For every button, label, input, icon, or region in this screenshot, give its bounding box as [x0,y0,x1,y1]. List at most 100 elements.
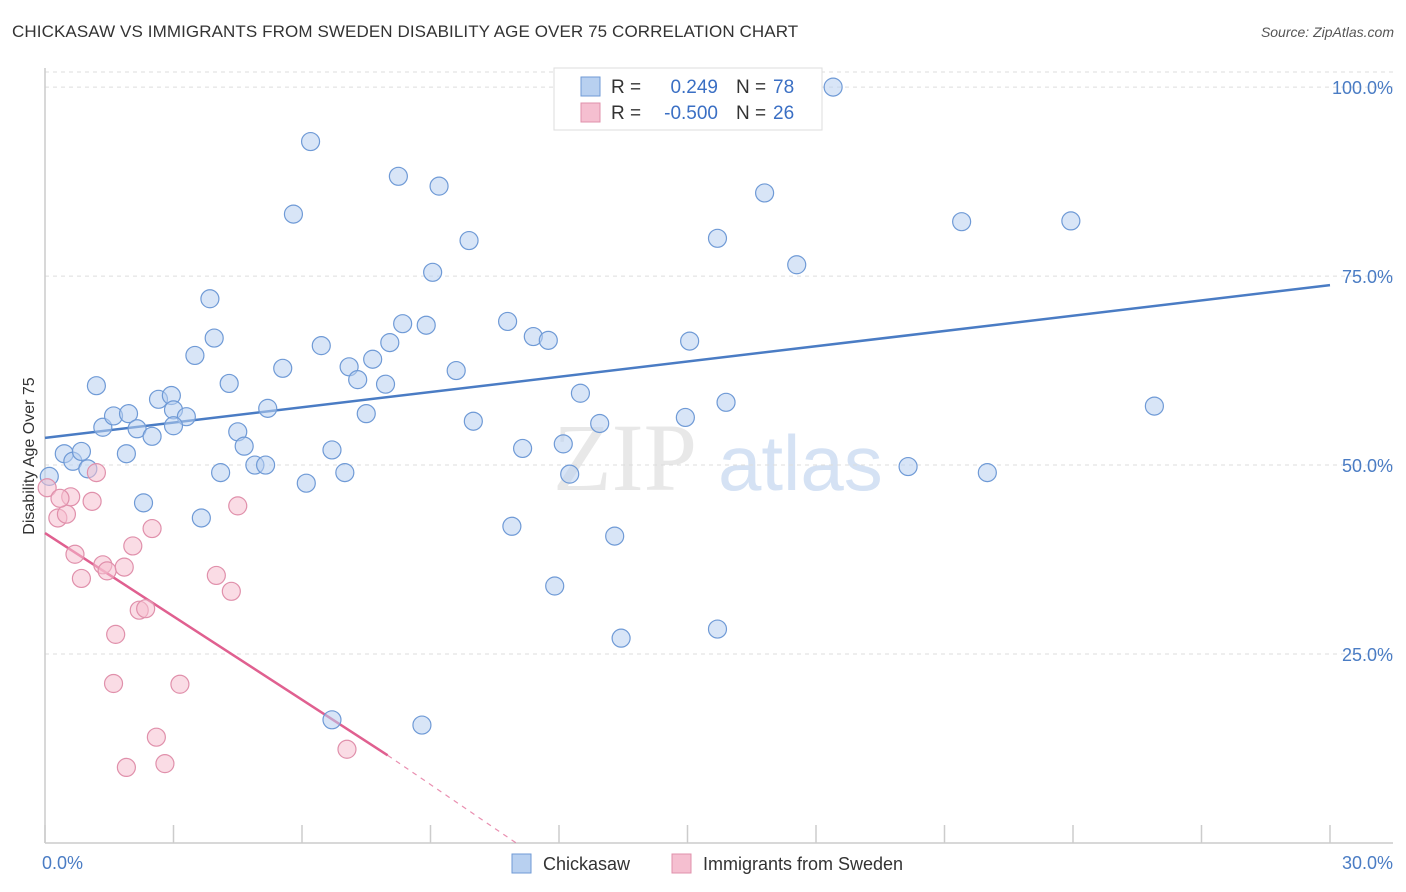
chickasaw-point-27 [258,398,278,418]
sweden-point-0 [37,478,57,498]
legend-r-value-1: 0.249 [670,77,718,98]
chickasaw-point-44 [416,315,436,335]
y-axis-label: Disability Age Over 75 [21,377,38,535]
y-tick-labels: 25.0% 50.0% 75.0% 100.0% [1332,78,1393,665]
chickasaw-point-61 [611,628,631,648]
chart-title: CHICKASAW VS IMMIGRANTS FROM SWEDEN DISA… [12,22,799,41]
chickasaw-point-11 [133,493,154,513]
sweden-point-25 [50,488,70,508]
sweden-point-21 [206,565,226,586]
chickasaw-point-52 [512,438,533,459]
sweden-point-14 [123,536,143,556]
legend-r-value-2: -0.500 [664,103,718,124]
chickasaw-point-34 [335,463,355,483]
chickasaw-point-39 [375,374,396,394]
y-tick-label-100: 100.0% [1332,78,1393,98]
chickasaw-point-73 [1061,211,1081,231]
chickasaw-point-22 [219,373,239,394]
y-tick-label-25: 25.0% [1342,645,1393,665]
watermark-atlas: atlas [718,419,883,507]
trend-line-dashed-1 [387,754,517,844]
sweden-point-17 [142,518,162,539]
chickasaw-point-57 [560,464,580,484]
chickasaw-point-70 [898,456,918,477]
chickasaw-point-55 [545,576,565,596]
sweden-point-20 [170,674,190,694]
sweden-point-10 [103,673,124,694]
chickasaw-point-58 [570,383,591,403]
chickasaw-point-60 [605,526,625,546]
chickasaw-point-40 [380,333,400,353]
sweden-point-12 [114,557,134,577]
sweden-point-13 [116,757,136,778]
chickasaw-point-59 [590,413,610,434]
legend-swatch-blue [580,76,601,97]
series-legend: Chickasaw Immigrants from Sweden [511,853,903,874]
sweden-point-5 [71,568,92,589]
legend-sweden-label: Immigrants from Sweden [703,854,903,874]
legend-n-value-1: 78 [773,77,794,98]
chickasaw-point-42 [393,314,413,334]
chickasaw-point-38 [363,349,383,369]
y-tick-label-75: 75.0% [1342,267,1393,287]
watermark-zip: ZIP [553,404,697,511]
chickasaw-point-56 [553,434,573,454]
data-points [37,77,1164,778]
legend-n-value-2: 26 [773,103,794,124]
x-tick-label-min: 0.0% [42,853,83,873]
grid-lines [45,71,1393,655]
chickasaw-point-72 [977,463,997,483]
legend-r-label-1: R = [611,77,641,98]
legend-chickasaw-swatch [511,853,532,874]
chickasaw-point-64 [707,228,728,248]
chickasaw-point-19 [200,289,220,309]
chickasaw-point-49 [463,411,483,431]
chickasaw-point-33 [322,440,342,460]
y-tick-label-50: 50.0% [1342,456,1393,476]
chickasaw-point-54 [538,330,558,350]
chickasaw-point-10 [127,419,147,439]
chickasaw-point-28 [273,358,293,378]
chickasaw-point-37 [356,404,376,424]
chickasaw-point-71 [952,212,972,232]
chickasaw-point-69 [823,77,843,97]
chickasaw-point-51 [502,516,522,536]
chickasaw-point-3 [71,441,92,462]
x-tick-label-max: 30.0% [1342,853,1393,873]
chickasaw-point-45 [423,262,443,282]
chickasaw-point-20 [204,328,224,348]
sweden-point-23 [228,496,248,516]
sweden-point-4 [65,544,85,564]
chickasaw-point-9 [118,404,139,424]
sweden-point-6 [82,491,102,511]
chickasaw-point-36 [348,370,368,390]
sweden-point-24 [337,739,357,759]
chickasaw-point-74 [1144,396,1164,416]
legend-sweden-swatch [671,853,692,874]
chickasaw-point-50 [498,311,518,332]
chickasaw-point-46 [429,176,449,196]
chickasaw-point-18 [191,508,211,528]
trend-lines [44,283,1331,844]
sweden-point-7 [86,463,107,483]
chickasaw-point-63 [680,331,700,351]
chickasaw-point-5 [86,376,107,396]
correlation-legend: R = 0.249 N = 78 R = -0.500 N = 26 [553,67,823,131]
sweden-point-11 [106,624,126,644]
chickasaw-point-17 [185,345,205,366]
chickasaw-point-12 [142,426,162,446]
legend-r-label-2: R = [611,103,641,124]
chickasaw-point-31 [300,131,321,152]
chickasaw-point-47 [446,360,466,381]
chickasaw-point-26 [255,455,276,475]
chickasaw-point-77 [163,416,184,436]
source-label: Source: ZipAtlas.com [1260,24,1394,40]
legend-swatch-pink [580,102,601,123]
chickasaw-point-32 [311,336,331,356]
sweden-point-18 [146,727,166,747]
sweden-point-9 [97,561,117,581]
legend-n-label-2: N = [736,103,766,124]
chickasaw-point-43 [412,715,432,735]
legend-n-label-1: N = [736,77,766,98]
chickasaw-point-66 [716,392,736,412]
